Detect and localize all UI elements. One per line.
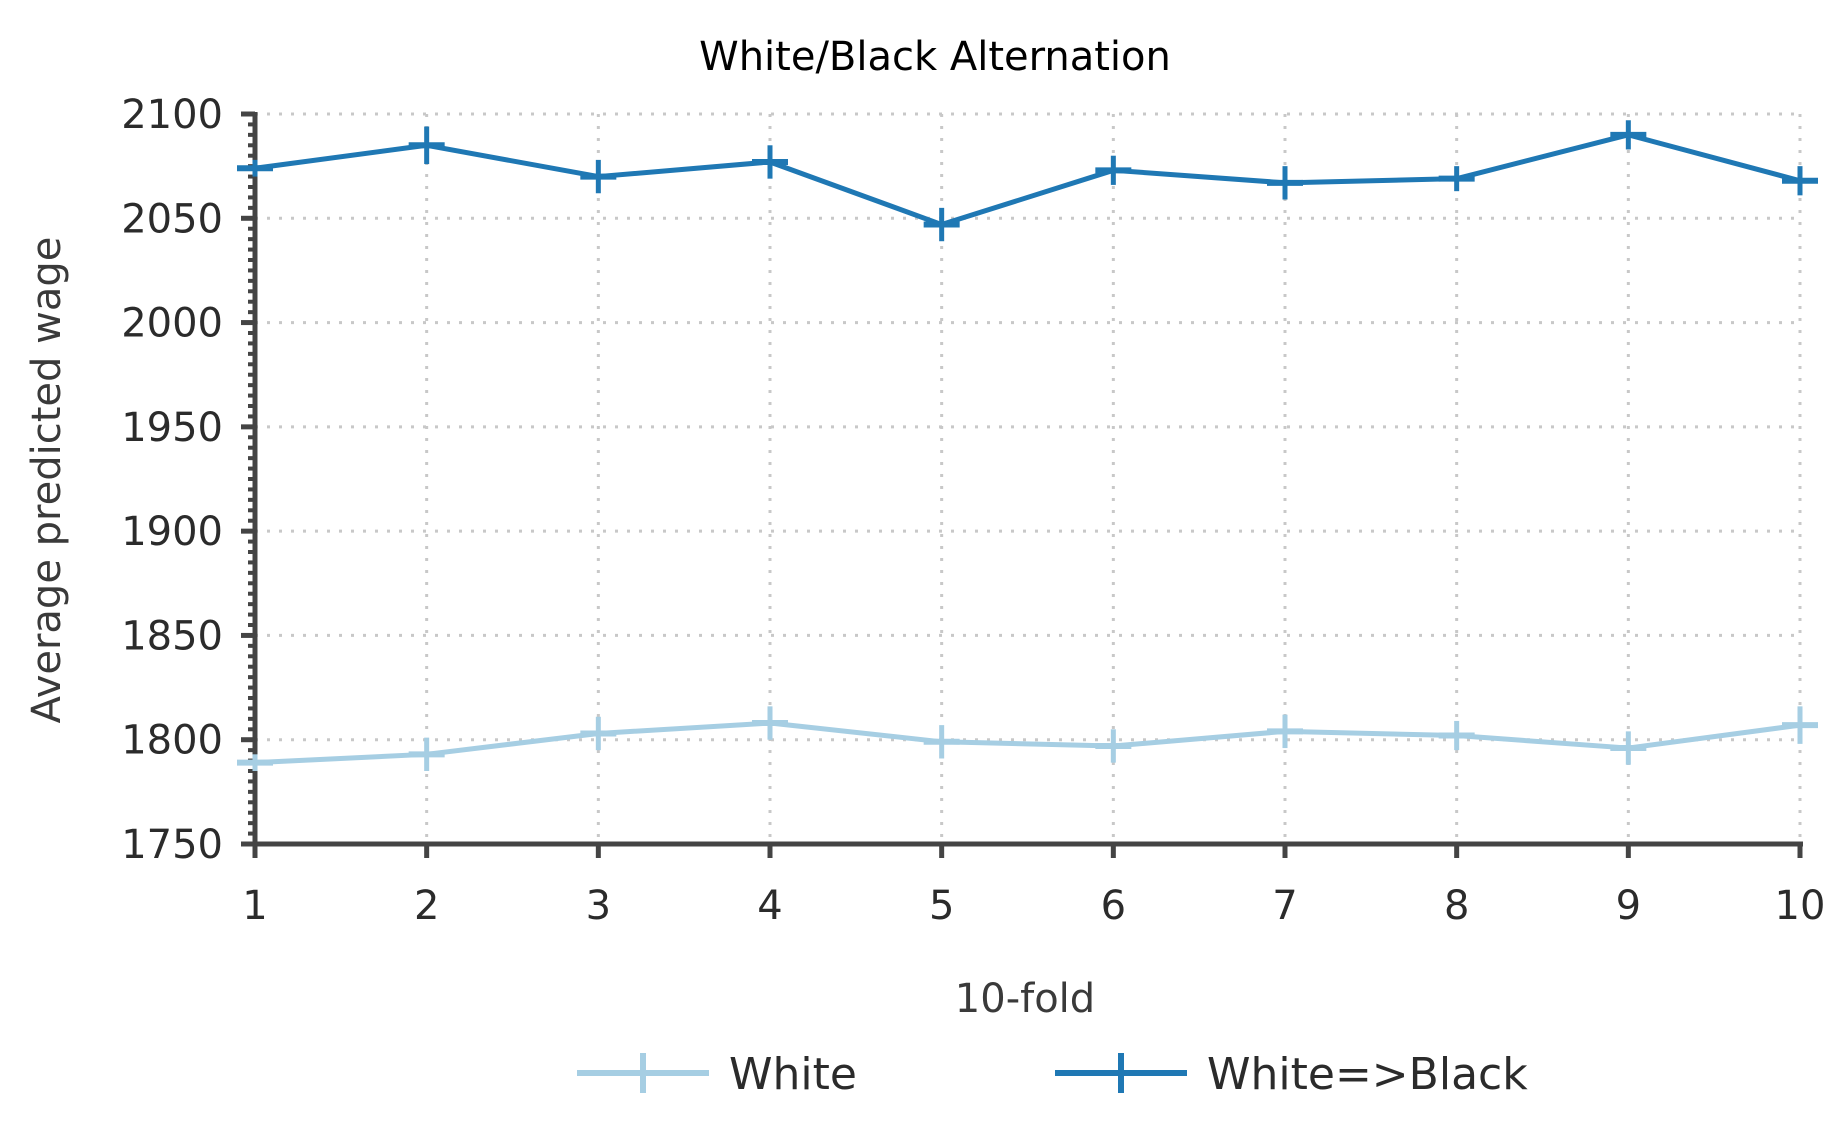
y-tick-label: 1750 xyxy=(121,822,223,868)
x-tick-label: 3 xyxy=(586,883,611,929)
x-tick-label: 10 xyxy=(1775,883,1826,929)
y-tick-label: 1900 xyxy=(121,509,223,555)
x-tick-label: 1 xyxy=(242,883,267,929)
series-layer xyxy=(237,120,1818,771)
x-tick-label: 2 xyxy=(414,883,439,929)
legend-label: White xyxy=(729,1049,857,1100)
series-line xyxy=(254,720,1801,766)
x-axis-label: 10-fold xyxy=(955,976,1095,1022)
series-2 xyxy=(237,120,1818,242)
x-tick-label: 5 xyxy=(929,883,954,929)
x-tick-label: 7 xyxy=(1272,883,1297,929)
x-tick-label: 8 xyxy=(1444,883,1469,929)
x-tick-label: 4 xyxy=(757,883,782,929)
series-line xyxy=(254,132,1801,228)
chart-title: White/Black Alternation xyxy=(699,34,1171,80)
x-tick-label: 9 xyxy=(1616,883,1641,929)
legend-entry: White xyxy=(577,1049,857,1100)
y-axis-label: Average predicted wage xyxy=(24,237,70,724)
y-tick-label: 1950 xyxy=(121,405,223,451)
y-tick-label: 1850 xyxy=(121,613,223,659)
legend: White White=>Black xyxy=(577,1049,1528,1100)
y-tick-label: 2100 xyxy=(121,92,223,138)
grid xyxy=(255,112,1802,844)
y-tick-label: 2050 xyxy=(121,196,223,242)
y-tick-label: 1800 xyxy=(121,718,223,764)
x-tick-label: 6 xyxy=(1101,883,1126,929)
legend-entry: White=>Black xyxy=(1055,1049,1528,1100)
axes: 1750 1800 1850 1900 1950 2000 2050 2100 1 2 3 4 5 6 7 8… xyxy=(121,92,1825,929)
legend-label: White=>Black xyxy=(1207,1049,1528,1100)
y-tick-label: 2000 xyxy=(121,301,223,347)
series-1 xyxy=(237,706,1818,771)
